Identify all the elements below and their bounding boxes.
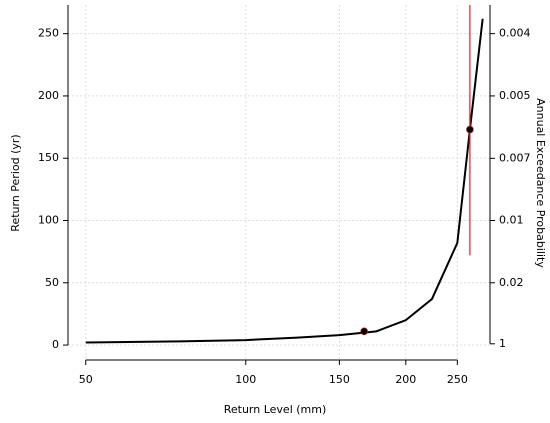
y2-tick-label: 1 (499, 337, 506, 350)
y2-tick-label: 0.007 (499, 151, 531, 164)
x-tick-label: 100 (235, 373, 256, 386)
line (85, 18, 484, 344)
y2-tick-label: 0.01 (499, 213, 524, 226)
point (360, 327, 368, 336)
x-tick-label: 200 (395, 373, 416, 386)
point (466, 125, 474, 134)
x-tick-label: 150 (329, 373, 350, 386)
y2-axis-label: Annual Exceedance Probability (534, 98, 547, 268)
y-tick-label: 100 (38, 213, 59, 226)
x-axis-label: Return Level (mm) (224, 403, 327, 416)
y-tick-label: 200 (38, 89, 59, 102)
x-tick-label: 50 (79, 373, 93, 386)
y2-tick-label: 0.005 (499, 89, 531, 102)
y-axis-label: Return Period (yr) (9, 134, 22, 231)
y2-tick-label: 0.004 (499, 27, 531, 40)
y2-tick-label: 0.02 (499, 276, 524, 289)
y-tick-label: 250 (38, 27, 59, 40)
y-tick-label: 150 (38, 151, 59, 164)
x-tick-label: 250 (447, 373, 468, 386)
y-tick-label: 50 (45, 276, 59, 289)
y-tick-label: 0 (52, 338, 59, 351)
